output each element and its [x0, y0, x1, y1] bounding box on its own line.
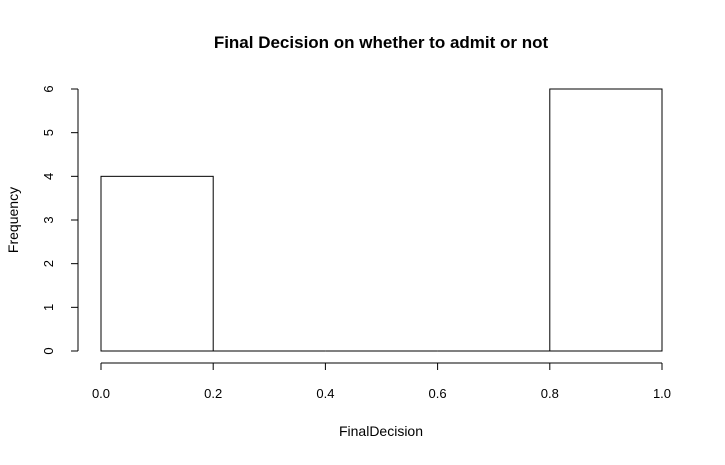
x-tick-label: 0.4	[316, 386, 334, 401]
y-axis: 0 1 2 3 4 5 6	[41, 85, 79, 355]
x-tick-label: 0.2	[204, 386, 222, 401]
y-tick-label: 4	[41, 173, 56, 180]
bar-4	[549, 88, 663, 352]
y-tick-label: 6	[41, 85, 56, 92]
chart-title: Final Decision on whether to admit or no…	[214, 33, 549, 52]
x-tick-label: 1.0	[653, 386, 671, 401]
x-tick-label: 0.6	[429, 386, 447, 401]
y-tick-label: 2	[41, 260, 56, 267]
x-tick-label: 0.0	[92, 386, 110, 401]
bars-group	[100, 88, 663, 352]
y-tick-label: 0	[41, 347, 56, 354]
x-axis-label: FinalDecision	[339, 423, 423, 439]
x-axis: 0.0 0.2 0.4 0.6 0.8 1.0	[92, 362, 671, 401]
bar-0	[100, 175, 214, 352]
y-tick-label: 3	[41, 216, 56, 223]
y-axis-label: Frequency	[5, 187, 21, 253]
x-tick-label: 0.8	[541, 386, 559, 401]
y-tick-label: 1	[41, 304, 56, 311]
y-tick-label: 5	[41, 129, 56, 136]
